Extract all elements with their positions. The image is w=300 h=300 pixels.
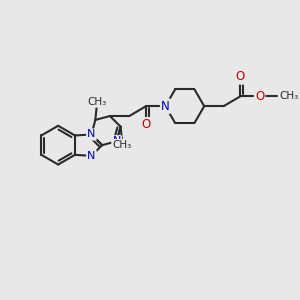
Text: O: O <box>236 70 245 83</box>
Text: N: N <box>87 151 96 161</box>
Text: CH₃: CH₃ <box>279 92 298 101</box>
Text: O: O <box>141 118 151 131</box>
Text: N: N <box>161 100 170 113</box>
Text: N: N <box>87 130 96 140</box>
Text: CH₃: CH₃ <box>88 97 107 106</box>
Text: N: N <box>112 136 121 146</box>
Text: O: O <box>255 90 264 103</box>
Text: CH₃: CH₃ <box>113 140 132 150</box>
